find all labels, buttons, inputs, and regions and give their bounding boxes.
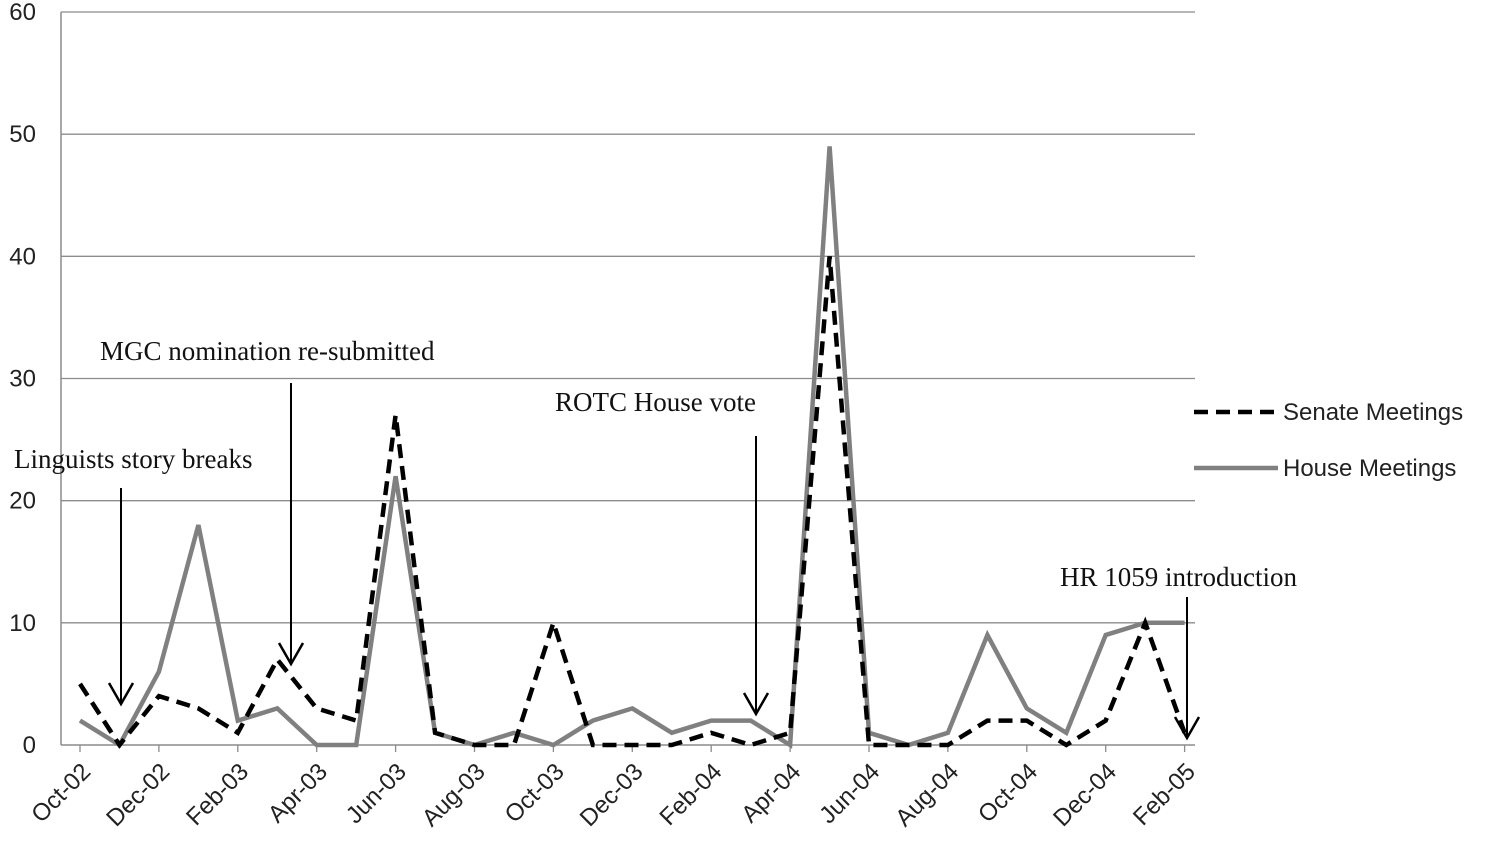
x-tick-labels: Oct-02 Dec-02 Feb-03 Apr-03 Jun-03 Aug-03 Oct-…: [26, 758, 1201, 832]
legend-label-senate: Senate Meetings: [1283, 399, 1463, 426]
y-tick-label: 60: [9, 0, 36, 26]
annotation-mgc: MGC nomination re-submitted: [100, 336, 435, 366]
y-tick-label: 10: [9, 610, 36, 637]
x-tick-label: Aug-04: [890, 758, 964, 832]
annotation-arrowhead-hr1059: [1173, 716, 1201, 741]
legend: Senate Meetings House Meetings: [1194, 399, 1463, 482]
annotation-arrowhead-linguists: [107, 682, 135, 707]
series-senate-meetings: [78, 256, 1187, 749]
annotation-arrowhead-mgc: [277, 642, 305, 667]
y-tick-labels: 0 10 20 30 40 50 60: [9, 0, 36, 759]
x-tick-label: Feb-05: [1128, 758, 1201, 831]
annotation-arrowhead-rotc: [742, 692, 770, 717]
annotation-rotc: ROTC House vote: [555, 387, 756, 417]
series-lines: [78, 146, 1187, 749]
x-tick-label: Aug-03: [417, 758, 491, 832]
x-tick-label: Oct-02: [26, 758, 96, 828]
x-tick-label: Feb-04: [655, 758, 728, 831]
x-tick-label: Dec-02: [101, 758, 175, 832]
x-tick-label: Dec-04: [1048, 758, 1122, 832]
y-tick-label: 50: [9, 121, 36, 148]
x-tick-label: Dec-03: [575, 758, 649, 832]
annotation-hr1059: HR 1059 introduction: [1060, 562, 1297, 592]
y-tick-label: 0: [23, 732, 36, 759]
x-tick-label: Apr-03: [263, 758, 333, 828]
gridlines: [61, 11, 1195, 624]
series-house-meetings: [78, 146, 1185, 749]
x-tick-label: Apr-04: [736, 758, 806, 828]
x-tick-label: Oct-04: [973, 758, 1043, 828]
legend-label-house: House Meetings: [1283, 455, 1456, 482]
x-tick-label: Oct-03: [500, 758, 570, 828]
y-tick-label: 40: [9, 243, 36, 270]
axes: [60, 12, 1195, 752]
x-tick-label: Jun-03: [341, 758, 412, 829]
y-tick-label: 20: [9, 488, 36, 515]
annotations: Linguists story breaks MGC nomination re…: [14, 336, 1297, 741]
y-tick-label: 30: [9, 366, 36, 393]
annotation-linguists: Linguists story breaks: [14, 444, 252, 474]
x-tick-label: Jun-04: [814, 758, 885, 829]
x-tick-label: Feb-03: [181, 758, 254, 831]
